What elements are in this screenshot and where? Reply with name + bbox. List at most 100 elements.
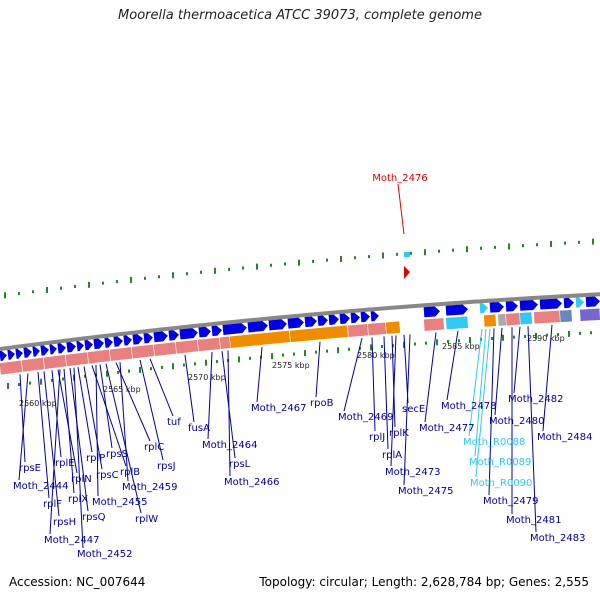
forward-gene <box>247 321 268 333</box>
gene-block <box>385 320 401 335</box>
gene-label: Moth_2455 <box>92 497 147 508</box>
gene-block <box>87 349 111 365</box>
rrna-block <box>533 310 561 325</box>
gene-block <box>42 354 67 370</box>
rrna-block <box>505 312 521 326</box>
gene-label: fusA <box>188 423 210 434</box>
label-connector <box>371 337 376 432</box>
gene-arrow <box>287 317 304 329</box>
gene-label: Moth_2464 <box>202 440 257 451</box>
gene-label: rplW <box>135 514 158 525</box>
gene-label: rpsC <box>96 470 119 481</box>
rrna-block <box>109 346 133 362</box>
gene-label: rpsE <box>19 463 41 474</box>
blue-gray-block <box>559 309 573 323</box>
label-connector <box>149 358 174 417</box>
forward-gene <box>179 328 198 340</box>
forward-gene <box>350 312 360 324</box>
forward-gene <box>519 299 538 311</box>
gene-label: Moth_2475 <box>398 486 453 497</box>
label-connectors <box>18 183 553 549</box>
forward-gene <box>7 349 15 360</box>
rrna-block <box>64 351 89 367</box>
rrna-block <box>153 341 177 357</box>
gene-arrow <box>445 304 468 316</box>
forward-gene <box>370 311 379 322</box>
trna-block <box>519 311 533 326</box>
forward-gene <box>198 326 211 338</box>
highlight-trna-mark <box>404 252 410 257</box>
gene-block <box>229 330 291 349</box>
gene-block <box>533 310 561 325</box>
gene-arrow <box>66 342 76 353</box>
gene-label: rplP <box>86 453 105 464</box>
gene-block <box>197 337 221 352</box>
label-connector <box>63 368 75 494</box>
label-connector <box>115 362 151 442</box>
label-connector <box>18 373 29 481</box>
gene-label: rpsH <box>53 517 76 528</box>
label-connector <box>383 336 389 450</box>
forward-gene <box>84 339 93 351</box>
forward-gene <box>40 345 49 356</box>
label-connector <box>391 335 396 428</box>
label-connector <box>57 369 78 474</box>
gene-block <box>20 357 45 373</box>
gene-arrow <box>23 347 32 358</box>
forward-gene <box>222 323 247 335</box>
gene-arrow <box>350 312 360 324</box>
label-connector <box>19 374 26 463</box>
gene-block <box>347 323 369 338</box>
gray-block <box>497 313 507 327</box>
gene-label: Moth_2473 <box>385 467 440 478</box>
gene-label: rplJ <box>369 432 385 443</box>
gene-block <box>579 307 600 322</box>
gene-arrow <box>211 325 222 337</box>
highlight-gene-label: Moth_2476 <box>372 173 427 184</box>
gene-arrow <box>7 349 15 360</box>
gene-arrow <box>104 337 113 348</box>
gene-arrow <box>15 348 23 359</box>
forward-gene <box>113 336 123 347</box>
rrna-block <box>0 359 23 376</box>
forward-gene <box>93 338 104 350</box>
trna-block <box>445 315 469 330</box>
genome-info-text: Topology: circular; Length: 2,628,784 bp… <box>259 575 589 589</box>
gene-block <box>423 317 445 332</box>
label-connector <box>105 363 142 514</box>
gene-arrow <box>563 297 574 309</box>
forward-gene <box>132 334 143 345</box>
label-connector <box>494 327 503 416</box>
gene-arrow <box>423 306 440 318</box>
forward-gene <box>287 317 304 329</box>
label-connector <box>527 326 537 533</box>
genome-backbone <box>0 292 600 351</box>
forward-gene <box>268 319 287 331</box>
label-connector <box>119 362 129 482</box>
gene-arrow <box>143 333 153 344</box>
forward-gene <box>423 306 440 318</box>
gene-label: Moth_2469 <box>338 412 393 423</box>
forward-gene <box>211 325 222 337</box>
forward-gene <box>0 350 7 361</box>
label-connector <box>256 347 263 403</box>
gene-label: Moth_2478 <box>441 401 496 412</box>
forward-gene <box>66 342 76 353</box>
label-connector <box>488 328 495 496</box>
gene-label: Moth_2482 <box>508 394 563 405</box>
rrna-block <box>367 321 387 336</box>
gene-label: Moth_2479 <box>483 496 538 507</box>
gene-label: Moth_2477 <box>419 423 474 434</box>
label-connector <box>184 354 195 423</box>
label-connector <box>468 329 483 437</box>
gene-labels: Moth_2476 rpsE Moth_2444 rplF rpsH rplE rplN rp… <box>13 173 592 560</box>
forward-gene <box>505 301 518 312</box>
gene-arrow <box>489 302 504 313</box>
gene-label: rpsQ <box>82 512 106 523</box>
gene-arrow <box>317 315 328 326</box>
gene-block <box>445 315 469 330</box>
gene-label: rplC <box>144 442 164 453</box>
gene-block <box>519 311 533 326</box>
forward-gene <box>563 297 574 309</box>
